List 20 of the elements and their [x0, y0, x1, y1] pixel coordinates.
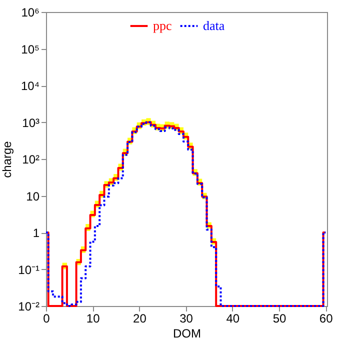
y-tick-label: 10³	[22, 116, 40, 130]
y-tick-label: 10⁶	[21, 6, 40, 20]
x-tick-label: 60	[319, 312, 334, 326]
x-tick-label: 30	[180, 312, 194, 326]
y-tick-label: 10⁻¹	[18, 262, 40, 277]
y-tick-label: 1	[32, 226, 40, 240]
x-tick-label: 20	[133, 312, 147, 326]
x-tick-label: 40	[226, 312, 240, 326]
x-tick-label: 0	[43, 312, 50, 326]
x-tick-label: 50	[272, 312, 286, 326]
x-axis-title: DOM	[173, 326, 201, 340]
legend-label: data	[203, 18, 225, 33]
y-tick-label: 10	[26, 189, 40, 204]
legend-label: ppc	[153, 18, 172, 33]
x-tick-label: 10	[86, 312, 100, 326]
y-tick-label: 10⁵	[21, 42, 40, 56]
y-tick-label: 10⁴	[20, 79, 40, 93]
y-tick-label: 10²	[22, 152, 40, 166]
y-axis-title: charge	[0, 140, 14, 178]
y-tick-label: 10⁻²	[18, 300, 40, 314]
